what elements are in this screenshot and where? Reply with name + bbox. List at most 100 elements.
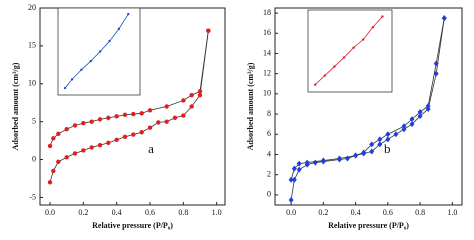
inset-marker bbox=[108, 39, 111, 43]
marker bbox=[377, 136, 383, 143]
y-axis-label: Adsorbed amount (cm³/g) bbox=[11, 62, 20, 150]
marker bbox=[197, 92, 203, 98]
marker bbox=[114, 137, 119, 143]
x-tick-label: 0.0 bbox=[286, 208, 296, 217]
inset-marker bbox=[323, 74, 326, 77]
marker bbox=[106, 140, 111, 146]
inset-marker bbox=[80, 68, 83, 71]
marker bbox=[206, 28, 211, 33]
y-tick-label: 8 bbox=[267, 109, 271, 118]
marker bbox=[56, 131, 61, 136]
marker bbox=[131, 111, 136, 117]
marker bbox=[56, 159, 61, 165]
inset-marker bbox=[117, 27, 121, 31]
marker bbox=[417, 113, 423, 120]
marker bbox=[64, 155, 69, 160]
marker bbox=[433, 60, 439, 67]
marker bbox=[401, 126, 407, 133]
marker bbox=[417, 109, 423, 116]
marker bbox=[81, 120, 86, 126]
marker bbox=[393, 131, 399, 138]
marker bbox=[181, 113, 186, 118]
marker bbox=[156, 120, 161, 125]
marker bbox=[89, 119, 94, 124]
inset-marker bbox=[89, 59, 93, 63]
marker bbox=[181, 98, 186, 103]
y-tick-label: 0 bbox=[267, 190, 271, 199]
marker bbox=[312, 159, 318, 166]
x-tick-label: 0.6 bbox=[145, 208, 155, 217]
y-tick-label: 14 bbox=[263, 48, 271, 57]
marker bbox=[64, 127, 69, 132]
marker bbox=[377, 141, 383, 148]
y-axis-label: Adsorbed amount (cm³/g) bbox=[246, 62, 255, 150]
marker bbox=[369, 141, 375, 148]
marker bbox=[409, 116, 415, 123]
y-tick-label: 2 bbox=[267, 170, 271, 179]
marker bbox=[336, 155, 342, 162]
marker bbox=[296, 160, 302, 167]
marker bbox=[89, 145, 94, 150]
marker bbox=[72, 123, 78, 128]
marker bbox=[147, 125, 153, 130]
y-tick-label: 10 bbox=[263, 89, 271, 98]
marker bbox=[189, 104, 194, 109]
inset-marker bbox=[362, 38, 365, 41]
marker bbox=[288, 196, 294, 203]
marker bbox=[51, 168, 56, 174]
marker bbox=[114, 114, 119, 119]
plot-frame bbox=[274, 7, 463, 206]
inset-marker bbox=[371, 26, 374, 29]
panel-label: a bbox=[148, 141, 154, 156]
marker bbox=[122, 112, 128, 118]
marker bbox=[51, 136, 56, 141]
y-tick-label: 5 bbox=[32, 116, 36, 125]
marker bbox=[139, 111, 144, 116]
inset-line bbox=[64, 13, 129, 89]
x-tick-label: 0.6 bbox=[383, 208, 393, 217]
marker bbox=[353, 152, 359, 159]
y-tick-label: -5 bbox=[29, 192, 36, 201]
x-axis-label: Relative pressure (P/P₀) bbox=[92, 221, 173, 230]
marker bbox=[425, 102, 431, 109]
marker bbox=[385, 131, 391, 138]
marker bbox=[147, 108, 153, 113]
inset-marker bbox=[381, 15, 384, 18]
marker bbox=[385, 136, 391, 143]
inset-marker bbox=[63, 86, 67, 90]
marker bbox=[164, 119, 169, 124]
inset-marker bbox=[342, 56, 346, 59]
marker bbox=[72, 151, 78, 156]
inset-line bbox=[314, 16, 383, 85]
marker bbox=[131, 132, 136, 137]
x-tick-label: 0.2 bbox=[78, 208, 88, 217]
marker bbox=[81, 148, 86, 153]
marker bbox=[425, 106, 431, 113]
y-tick-label: 6 bbox=[267, 129, 271, 138]
marker bbox=[304, 159, 310, 166]
x-tick-label: 1.0 bbox=[447, 208, 457, 217]
y-tick-label: 4 bbox=[267, 149, 271, 158]
marker bbox=[164, 104, 169, 109]
marker bbox=[291, 176, 297, 183]
marker bbox=[197, 89, 203, 94]
x-tick-label: 0.2 bbox=[318, 208, 328, 217]
marker bbox=[47, 180, 53, 185]
marker bbox=[401, 123, 407, 130]
marker bbox=[172, 115, 178, 121]
inset-marker bbox=[314, 83, 317, 86]
inset-marker bbox=[352, 46, 355, 49]
y-tick-label: 18 bbox=[263, 8, 271, 17]
y-tick-label: 12 bbox=[263, 68, 271, 77]
x-tick-label: 0.0 bbox=[45, 208, 55, 217]
x-tick-label: 0.8 bbox=[415, 208, 425, 217]
marker bbox=[97, 117, 103, 122]
marker bbox=[189, 92, 194, 98]
marker bbox=[320, 157, 326, 164]
panel-label: b bbox=[384, 141, 391, 156]
y-tick-label: 10 bbox=[28, 79, 36, 88]
marker bbox=[122, 134, 128, 140]
y-tick-label: 0 bbox=[32, 154, 36, 163]
x-tick-label: 1.0 bbox=[212, 208, 222, 217]
